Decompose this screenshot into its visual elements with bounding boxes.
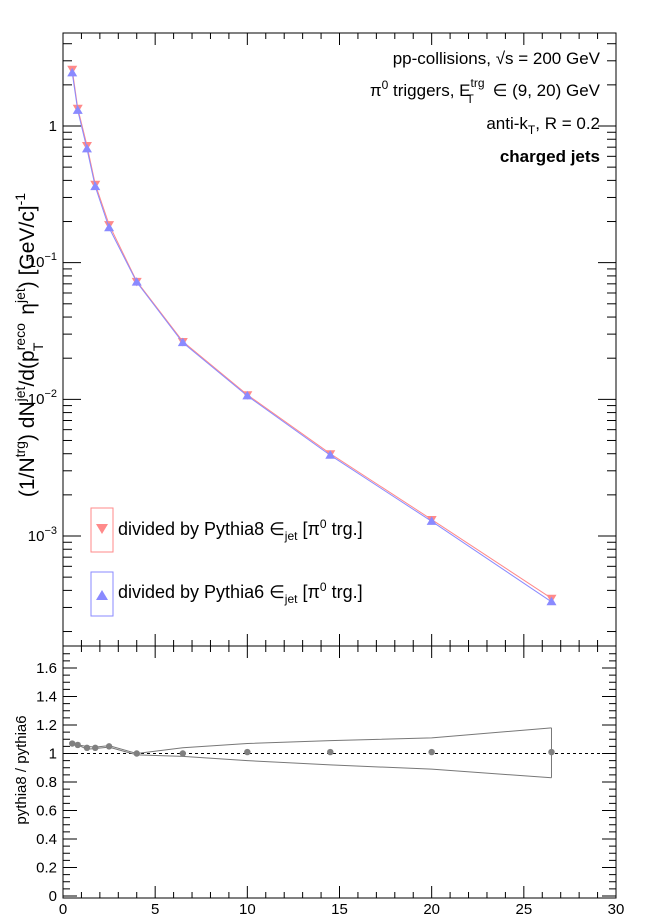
- data-point-marker: [81, 143, 92, 153]
- data-point-marker: [104, 222, 115, 232]
- ratio-point: [133, 750, 140, 757]
- legend-swatch-pythia8: [90, 507, 114, 553]
- legend-marker-pythia6: [96, 590, 108, 600]
- bottom-axis-ticks: [62, 646, 617, 898]
- annotation-algorithm: anti-kT, R = 0.2: [486, 114, 600, 137]
- bottom-y-tick-label: 1.4: [36, 689, 57, 706]
- bottom-y-axis-label: pythia8 / pythia6: [13, 715, 30, 824]
- ratio-point: [105, 743, 113, 750]
- bottom-y-tick-label: 0.2: [36, 860, 57, 877]
- bottom-x-tick-label: 25: [515, 901, 532, 918]
- ratio-point: [83, 744, 91, 751]
- data-point-marker: [426, 516, 437, 525]
- ratio-band-lower: [72, 743, 552, 779]
- annotation-collisions: pp-collisions, √s = 200 GeV: [393, 49, 601, 68]
- bottom-y-tick-label: 1.2: [36, 717, 57, 734]
- ratio-band-upper: [72, 727, 552, 755]
- ratio-point: [244, 748, 251, 756]
- annotations: pp-collisions, √s = 200 GeV π0 triggers,…: [370, 49, 601, 166]
- top-y-tick-label: 1: [49, 118, 57, 135]
- bottom-y-tick-labels: 0 0.2 0.4 0.6 0.8 1 1.2 1.4 1.6: [36, 660, 57, 905]
- annotation-triggers: π0 triggers, Etrg T ∈ (9, 20) GeV: [370, 76, 601, 106]
- top-y-axis-label: (1/Ntrg) dNjet/d(preco T ηjet) [GeV/c]-1: [12, 193, 46, 497]
- ratio-point: [69, 740, 76, 747]
- bottom-x-tick-label: 15: [331, 901, 348, 918]
- data-point-marker: [72, 105, 83, 114]
- bottom-x-tick-label: 5: [151, 901, 159, 918]
- top-series-group: [67, 65, 557, 606]
- data-point-marker: [546, 596, 557, 606]
- ratio-point: [327, 748, 334, 756]
- bottom-x-tick-labels: 0 5 10 15 20 25 30: [59, 901, 625, 918]
- data-point-marker: [325, 450, 336, 459]
- legend-marker-pythia8: [96, 524, 108, 534]
- top-axis-ticks: [62, 33, 617, 646]
- bottom-y-tick-label: 1.6: [36, 660, 57, 677]
- legend-label-pythia6: divided by Pythia6 ∈jet [π0 trg.]: [118, 580, 363, 606]
- bottom-x-tick-label: 0: [59, 901, 67, 918]
- bottom-y-tick-label: 0.6: [36, 803, 57, 820]
- bottom-y-tick-label: 0.8: [36, 774, 57, 791]
- ratio-point: [92, 744, 99, 751]
- bottom-y-tick-label: 0: [49, 888, 57, 905]
- data-point-marker: [177, 337, 188, 347]
- bottom-series-group: [63, 727, 616, 779]
- top-y-tick-label: 10−3: [28, 525, 57, 545]
- bottom-y-tick-label: 1: [49, 746, 57, 763]
- legend-swatch-pythia6: [90, 571, 114, 617]
- data-point-marker: [131, 277, 142, 286]
- data-point-marker: [242, 390, 253, 400]
- legend: divided by Pythia8 ∈jet [π0 trg.] divide…: [90, 507, 363, 617]
- data-point-marker: [67, 67, 78, 77]
- bottom-panel-frame: [62, 645, 617, 899]
- bottom-x-tick-label: 30: [608, 901, 625, 918]
- bottom-x-tick-label: 10: [239, 901, 256, 918]
- bottom-x-tick-label: 20: [423, 901, 440, 918]
- data-point-marker: [90, 181, 101, 191]
- bottom-y-tick-label: 0.4: [36, 831, 57, 848]
- ratio-point: [179, 750, 187, 757]
- legend-label-pythia8: divided by Pythia8 ∈jet [π0 trg.]: [118, 517, 363, 543]
- ratio-point: [548, 748, 555, 756]
- ratio-point: [428, 748, 435, 756]
- annotation-charged-jets: charged jets: [500, 147, 600, 166]
- ratio-point: [74, 741, 81, 749]
